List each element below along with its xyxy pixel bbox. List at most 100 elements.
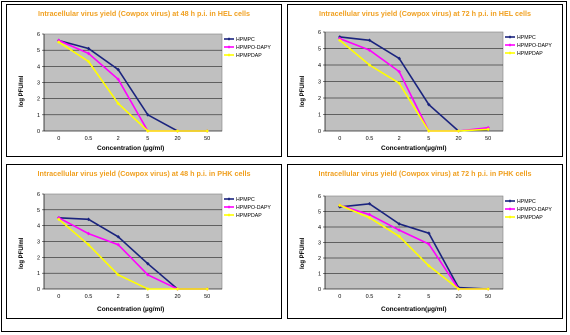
series-line	[339, 204, 489, 290]
data-point	[146, 113, 150, 117]
legend-marker	[508, 207, 512, 211]
y-tick-label: 2	[37, 255, 40, 261]
x-tick-label: 5	[427, 294, 430, 300]
y-tick-label: 6	[37, 192, 40, 198]
legend-label: HPMPO-DAPY	[517, 207, 552, 213]
chart-svg: 0 1 2 3 4 5 6 0 0.5 2 5 20 50 HPMPC HPMPO-DAPY HPMPDAP	[37, 32, 271, 142]
y-tick-label: 2	[318, 256, 321, 262]
data-point	[175, 287, 180, 291]
data-point	[86, 46, 91, 51]
data-point	[57, 40, 61, 44]
y-tick-label: 2	[318, 96, 321, 102]
data-point	[456, 287, 461, 291]
data-point	[116, 234, 120, 239]
y-tick-label: 4	[37, 224, 40, 230]
chart-svg: 0 1 2 3 4 5 6 0 0.5 2 5 20 50 HPMPC HPMPO-DAPY HPMPDAP	[318, 194, 552, 300]
y-tick-label: 5	[37, 48, 40, 54]
legend-marker	[227, 205, 231, 209]
y-tick-label: 0	[37, 287, 40, 293]
y-tick-label: 0	[318, 287, 321, 293]
legend-label: HPMPC	[517, 199, 536, 205]
series-line	[339, 202, 489, 290]
data-point	[205, 129, 209, 133]
legend-label: HPMPC	[236, 197, 255, 203]
data-point	[427, 242, 431, 246]
data-point	[486, 127, 490, 132]
legend-label: HPMPO-DAPY	[517, 43, 552, 49]
y-tick-label: 3	[318, 80, 321, 86]
legend-marker	[508, 35, 512, 39]
legend-marker	[508, 215, 512, 219]
chart-svg: 0 1 2 3 4 5 6 0 0.5 2 5 20 50 HPMPC HPMPO-DAPY HPMPDAP	[37, 192, 271, 300]
legend-marker	[508, 43, 512, 47]
legend-marker	[227, 45, 231, 49]
data-point	[86, 51, 91, 56]
data-point	[367, 201, 372, 206]
y-tick-label: 2	[37, 97, 40, 103]
chart-title: Intracellular virus yield (Cowpox virus)…	[37, 169, 251, 178]
y-tick-label: 3	[37, 81, 40, 87]
data-point	[427, 263, 431, 268]
data-point	[456, 129, 461, 133]
x-tick-label: 20	[455, 294, 461, 300]
x-tick-label: 50	[485, 294, 491, 300]
x-tick-label: 20	[174, 136, 180, 142]
legend-label: HPMPDAP	[517, 215, 543, 221]
y-tick-label: 6	[37, 32, 40, 38]
x-tick-label: 2	[117, 294, 120, 300]
y-tick-label: 4	[318, 225, 321, 231]
x-tick-label: 2	[398, 136, 401, 142]
legend-marker	[508, 51, 512, 55]
series-line	[339, 39, 489, 132]
y-tick-label: 4	[318, 63, 321, 69]
x-tick-label: 5	[427, 136, 430, 142]
y-tick-label: 0	[318, 129, 321, 135]
x-tick-label: 5	[146, 136, 149, 142]
x-tick-label: 20	[455, 136, 461, 142]
data-point	[116, 67, 120, 72]
legend-label: HPMPDAP	[236, 213, 262, 219]
data-point	[146, 129, 150, 133]
y-tick-label: 1	[37, 271, 40, 277]
series-line	[58, 41, 208, 132]
chart-panel-hel-72h: Intracellular virus yield (Cowpox virus)…	[287, 4, 563, 157]
data-point	[146, 272, 150, 277]
data-point	[205, 287, 209, 291]
y-tick-label: 1	[318, 113, 321, 119]
x-tick-label: 0.5	[366, 136, 374, 142]
x-tick-label: 0.5	[366, 294, 374, 300]
data-point	[427, 231, 431, 235]
x-tick-label: 20	[174, 294, 180, 300]
legend-marker	[508, 199, 512, 203]
x-axis-label: Concentration(µg/ml)	[381, 145, 447, 152]
chart-title: Intracellular virus yield (Cowpox virus)…	[319, 9, 531, 18]
y-tick-label: 5	[318, 210, 321, 216]
x-tick-label: 0	[57, 294, 60, 300]
y-tick-label: 4	[37, 64, 40, 70]
y-tick-label: 5	[318, 47, 321, 53]
x-tick-label: 2	[117, 136, 120, 142]
x-tick-label: 2	[398, 294, 401, 300]
y-tick-label: 5	[37, 208, 40, 214]
series-line	[58, 218, 208, 290]
y-tick-label: 1	[318, 272, 321, 278]
legend-label: HPMPC	[517, 35, 536, 41]
data-point	[86, 59, 91, 64]
y-tick-label: 3	[318, 241, 321, 247]
data-point	[367, 48, 372, 52]
x-tick-label: 0	[338, 136, 341, 142]
legend-label: HPMPC	[236, 37, 255, 43]
y-tick-label: 6	[318, 30, 321, 36]
legend-marker	[227, 37, 231, 41]
y-tick-label: 3	[37, 240, 40, 246]
x-tick-label: 50	[485, 136, 491, 142]
chart-panel-phk-48h: Intracellular virus yield (Cowpox virus)…	[6, 164, 282, 319]
data-point	[146, 287, 150, 291]
y-tick-label: 1	[37, 113, 40, 119]
legend-label: HPMPDAP	[236, 53, 262, 59]
y-tick-label: 0	[37, 129, 40, 135]
x-tick-label: 0.5	[85, 294, 93, 300]
x-tick-label: 0	[57, 136, 60, 142]
chart-title: Intracellular virus yield (Cowpox virus)…	[318, 169, 532, 178]
